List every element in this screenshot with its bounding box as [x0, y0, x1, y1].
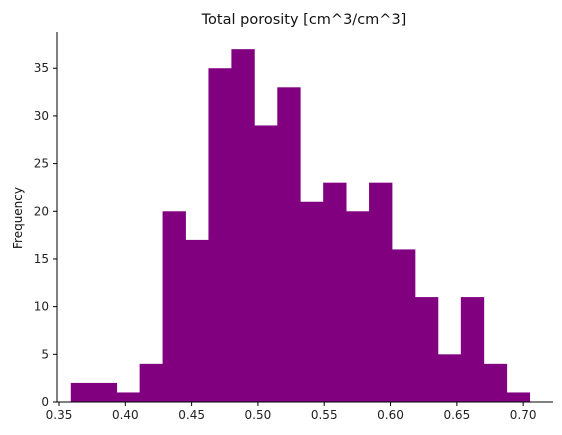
histogram-bar — [93, 382, 118, 402]
bars-group — [70, 49, 531, 403]
y-tick-label: 25 — [34, 157, 49, 171]
y-axis-ticks: 0 5 10 15 20 25 30 35 — [34, 61, 57, 409]
y-tick-label: 5 — [41, 347, 49, 361]
x-tick-label: 0.40 — [112, 408, 139, 422]
x-tick-label: 0.60 — [377, 408, 404, 422]
x-tick-label: 0.35 — [46, 408, 73, 422]
histogram-bar — [185, 239, 209, 402]
histogram-bar — [300, 201, 324, 402]
y-tick-label: 20 — [34, 204, 49, 218]
y-tick-label: 15 — [34, 252, 49, 266]
histogram-bar — [437, 354, 462, 402]
histogram-bar — [323, 182, 347, 402]
histogram-bar — [162, 211, 186, 402]
histogram-bar — [414, 297, 439, 402]
histogram-bar — [460, 297, 485, 402]
chart-title: Total porosity [cm^3/cm^3] — [201, 12, 407, 28]
y-tick-label: 35 — [34, 61, 49, 75]
histogram-bar — [506, 392, 531, 402]
y-tick-label: 0 — [41, 395, 49, 409]
x-tick-label: 0.55 — [311, 408, 338, 422]
histogram-bar — [483, 363, 508, 402]
x-axis-ticks: 0.35 0.40 0.45 0.50 0.55 0.60 0.65 0.70 — [46, 402, 537, 422]
y-tick-label: 30 — [34, 109, 49, 123]
histogram-bar — [139, 363, 163, 402]
histogram-bar — [346, 211, 370, 402]
histogram-bar — [70, 382, 95, 402]
histogram-bar — [277, 87, 301, 403]
x-tick-label: 0.65 — [443, 408, 470, 422]
histogram-bar — [116, 392, 141, 402]
x-tick-label: 0.50 — [245, 408, 272, 422]
histogram-bar — [208, 68, 232, 402]
x-tick-label: 0.70 — [510, 408, 537, 422]
y-axis-label: Frequency — [11, 187, 25, 249]
histogram-bar — [369, 182, 393, 402]
histogram-bar — [391, 249, 416, 402]
x-tick-label: 0.45 — [178, 408, 205, 422]
histogram-bar — [231, 49, 255, 402]
histogram-bar — [254, 125, 278, 402]
y-tick-label: 10 — [34, 300, 49, 314]
